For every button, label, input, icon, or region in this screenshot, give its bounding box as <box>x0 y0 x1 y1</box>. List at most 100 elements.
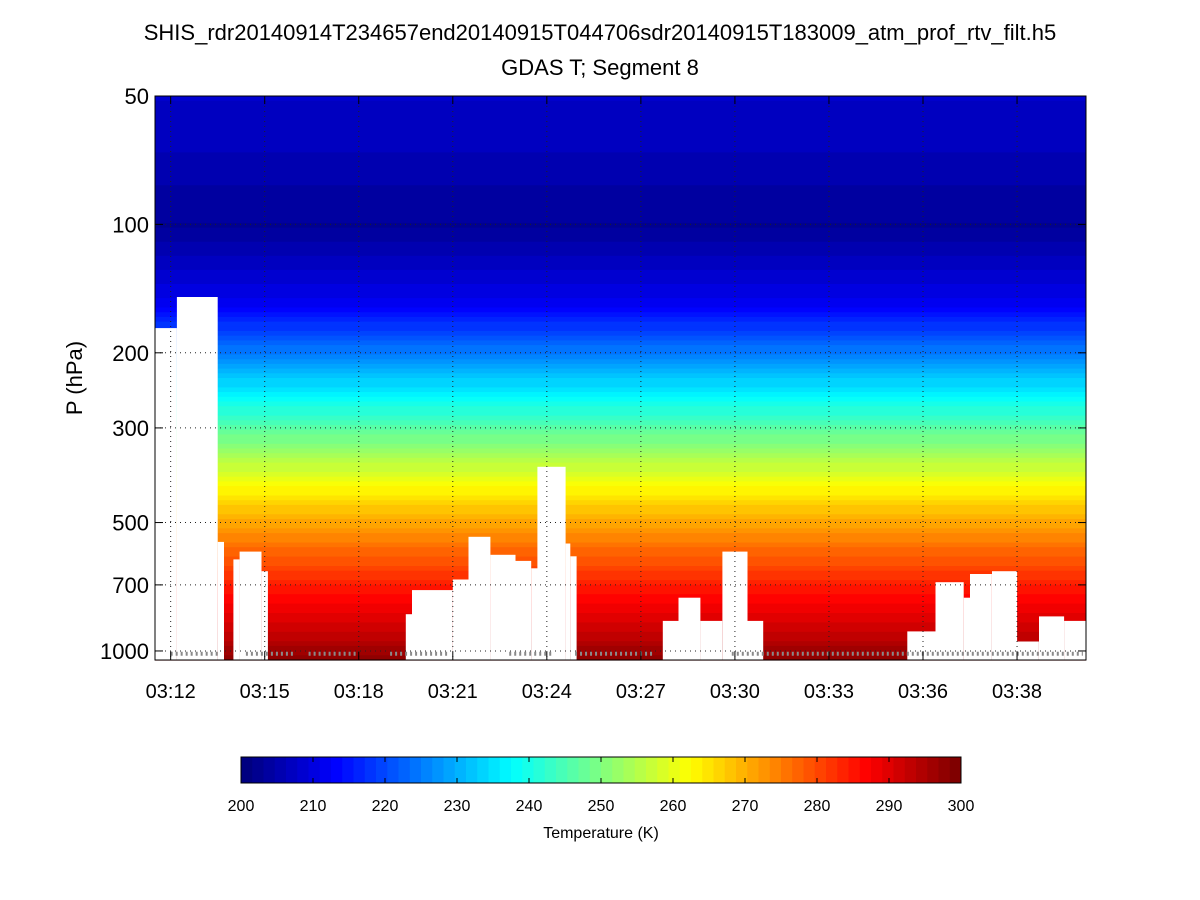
colorbar-tick-label: 270 <box>732 798 759 815</box>
heatmap-band <box>155 519 1086 525</box>
plot-frame <box>154 95 1087 661</box>
colorbar-swatch <box>466 757 478 783</box>
heatmap-band <box>155 293 1086 299</box>
heatmap-band <box>155 190 1086 196</box>
heatmap-band <box>155 237 1086 243</box>
heatmap-band <box>155 566 1086 572</box>
heatmap-band <box>155 331 1086 337</box>
chart-title: SHIS_rdr20140914T234657end20140915T04470… <box>143 20 1057 45</box>
colorbar-tick-label: 280 <box>804 798 831 815</box>
heatmap-band <box>155 382 1086 388</box>
colorbar-swatch <box>634 757 647 783</box>
colorbar-swatch <box>691 757 703 783</box>
x-tick-label: 03:21 <box>428 681 478 703</box>
colorbar-swatch <box>679 757 692 783</box>
x-tick-label: 03:33 <box>804 681 854 703</box>
colorbar-swatch <box>353 757 366 783</box>
missing-data-region <box>747 620 764 660</box>
heatmap-band <box>155 570 1086 576</box>
heatmap-band <box>155 213 1086 219</box>
y-tick-label: 50 <box>125 84 149 109</box>
colorbar-swatch <box>398 757 411 783</box>
heatmap-band <box>155 457 1086 464</box>
missing-data-layer <box>155 297 1086 660</box>
heatmap-band <box>155 547 1086 553</box>
missing-data-region <box>468 536 491 660</box>
heatmap-band <box>155 415 1086 421</box>
colorbar-swatch <box>814 757 827 783</box>
heatmap-band <box>155 514 1086 520</box>
missing-data-region <box>261 571 268 660</box>
colorbar-tick-label: 260 <box>660 798 687 815</box>
heatmap-band <box>155 542 1086 548</box>
heatmap-band <box>155 500 1086 506</box>
colorbar-swatch <box>871 757 883 783</box>
x-tick-label: 03:30 <box>710 681 760 703</box>
heatmap-band <box>155 180 1086 186</box>
y-tick-label: 200 <box>112 341 149 366</box>
heatmap-band <box>155 363 1086 370</box>
heatmap-band <box>155 246 1086 252</box>
missing-data-region <box>490 554 516 660</box>
heatmap-band <box>155 439 1086 445</box>
heatmap-band <box>155 302 1086 309</box>
heatmap-band <box>155 269 1086 276</box>
colorbar-swatch <box>646 757 658 783</box>
missing-data-region <box>722 551 748 660</box>
heatmap-band <box>155 551 1086 558</box>
heatmap-band <box>155 312 1086 318</box>
colorbar-swatch <box>747 757 759 783</box>
heatmap-band <box>155 368 1086 374</box>
missing-data-region <box>537 466 566 660</box>
chart-subtitle: GDAS T; Segment 8 <box>501 55 699 80</box>
colorbar-swatch <box>432 757 444 783</box>
colorbar-swatch <box>859 757 872 783</box>
colorbar-swatch <box>893 757 906 783</box>
heatmap-band <box>155 481 1086 487</box>
heatmap-band <box>155 124 1086 130</box>
heatmap-band <box>155 617 1086 623</box>
heatmap-band <box>155 504 1086 511</box>
heatmap-band <box>155 589 1086 595</box>
colorbar-swatch <box>364 757 377 783</box>
colorbar-swatch <box>263 757 276 783</box>
colorbar-swatch <box>421 757 433 783</box>
colorbar-swatch <box>938 757 951 783</box>
y-tick-label: 300 <box>112 416 149 441</box>
heatmap-band <box>155 523 1086 529</box>
heatmap-band <box>155 655 1086 661</box>
missing-data-region <box>233 559 240 660</box>
missing-data-region <box>963 597 970 660</box>
colorbar-swatch <box>916 757 928 783</box>
colorbar-swatch <box>601 757 613 783</box>
missing-data-region <box>239 551 262 660</box>
heatmap-band <box>155 537 1086 544</box>
colorbar-swatch <box>803 757 816 783</box>
colorbar-swatch <box>297 757 309 783</box>
missing-data-region <box>935 582 964 660</box>
x-tick-label: 03:18 <box>334 681 384 703</box>
colorbar-tick-label: 210 <box>300 798 327 815</box>
heatmap-band <box>155 486 1086 492</box>
heatmap-band <box>155 279 1086 285</box>
colorbar-label: Temperature (K) <box>543 825 659 842</box>
missing-data-region <box>570 556 577 660</box>
heatmap-band <box>155 345 1086 351</box>
colorbar-swatch <box>623 757 636 783</box>
missing-data-region <box>992 571 1018 660</box>
missing-data-region <box>700 620 723 660</box>
heatmap-band <box>155 335 1086 341</box>
heatmap-band <box>155 138 1086 144</box>
heatmap-band <box>155 232 1086 238</box>
heatmap-band <box>155 100 1086 106</box>
colorbar-swatch <box>319 757 332 783</box>
heatmap-band <box>155 476 1086 482</box>
tick-layer: 03:12 03:15 03:18 03:21 03:24 03:27 03:30 03:33… <box>100 84 1086 703</box>
heatmap-band <box>155 119 1086 125</box>
colorbar-swatch <box>882 757 894 783</box>
heatmap-band <box>155 307 1086 313</box>
heatmap-band <box>155 584 1086 591</box>
heatmap-band <box>155 392 1086 398</box>
colorbar-swatch <box>578 757 591 783</box>
heatmap-band <box>155 354 1086 360</box>
